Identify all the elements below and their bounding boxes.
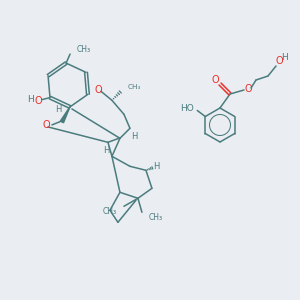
Text: H: H <box>131 132 137 141</box>
Text: HO: HO <box>180 104 194 113</box>
Text: H: H <box>153 162 159 171</box>
Text: H: H <box>280 52 287 62</box>
Text: CH₃: CH₃ <box>103 207 117 216</box>
Text: CH₃: CH₃ <box>77 45 91 54</box>
Text: H: H <box>103 146 109 155</box>
Text: CH₃: CH₃ <box>128 84 141 90</box>
Text: O: O <box>275 56 283 66</box>
Text: O: O <box>34 96 42 106</box>
Text: H: H <box>28 95 34 104</box>
Text: O: O <box>94 85 102 95</box>
Text: O: O <box>42 120 50 130</box>
Polygon shape <box>60 107 70 123</box>
Text: O: O <box>211 75 219 85</box>
Text: H: H <box>55 105 61 114</box>
Text: CH₃: CH₃ <box>149 213 163 222</box>
Text: O: O <box>244 84 252 94</box>
